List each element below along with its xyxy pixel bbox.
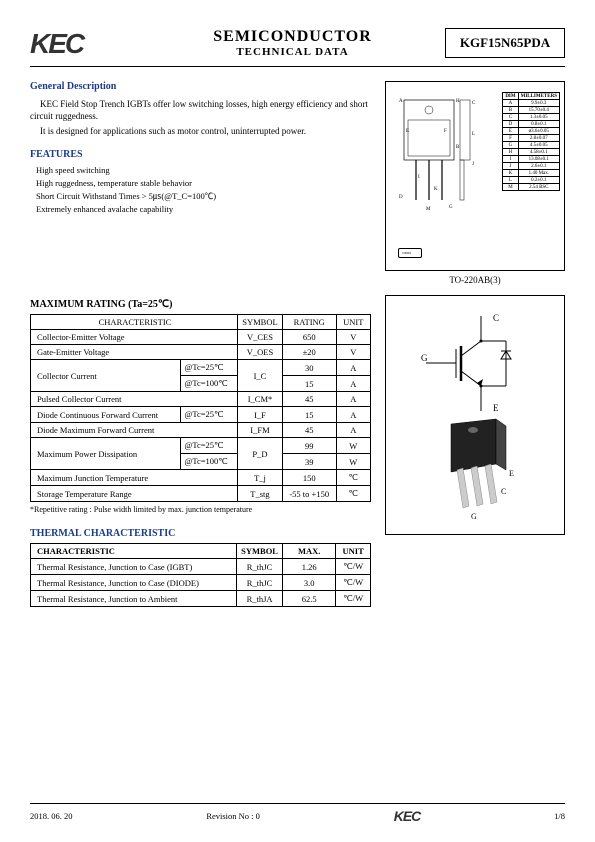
page-footer: 2018. 06. 20 Revision No : 0 KEC 1/8 <box>30 803 565 824</box>
svg-text:G: G <box>471 512 477 521</box>
features-heading: FEATURES <box>30 149 371 160</box>
general-p2: It is designed for applications such as … <box>30 125 371 137</box>
title-main: SEMICONDUCTOR <box>140 28 445 46</box>
footer-logo: KEC <box>394 808 421 824</box>
table-row: Gate-Emitter Voltage V_OES ±20 V <box>31 345 371 360</box>
svg-text:B: B <box>456 145 460 150</box>
package-3d-icon: E C G <box>431 414 531 524</box>
table-head: UNIT <box>336 544 371 559</box>
content-row-1: General Description KEC Field Stop Trenc… <box>30 81 565 285</box>
logo-text: KEC <box>30 28 140 60</box>
svg-text:C: C <box>501 487 506 496</box>
footer-date: 2018. 06. 20 <box>30 811 73 821</box>
dim-row: A9.9±0.3 <box>503 100 560 107</box>
content-row-2: MAXIMUM RATING (Ta=25℃) CHARACTERISTIC S… <box>30 285 565 607</box>
table-head: SYMBOL <box>238 315 283 330</box>
svg-text:E: E <box>406 129 409 134</box>
package-outline-icon: A H C E F B L J I K D M G <box>394 90 484 230</box>
schematic-e-label: E <box>493 403 499 413</box>
schematic-icon: C G E <box>421 311 531 421</box>
table-row: Collector Current @Tc=25℃ I_C 30 A <box>31 360 371 376</box>
dim-row: D0.8±0.1 <box>503 121 560 128</box>
thermal-heading: THERMAL CHARACTERISTIC <box>30 528 371 539</box>
dim-row: J2.6±0.1 <box>503 163 560 170</box>
svg-text:J: J <box>472 162 474 167</box>
feature-item: High ruggedness, temperature stable beha… <box>36 177 371 190</box>
dim-row: I13.08±0.1 <box>503 156 560 163</box>
dim-row: L0.2±0.1 <box>503 177 560 184</box>
dim-row: C1.3±0.05 <box>503 114 560 121</box>
table-row: Collector-Emitter Voltage V_CES 650 V <box>31 330 371 345</box>
dim-row: H4.58±0.1 <box>503 149 560 156</box>
table-row: Pulsed Collector Current I_CM* 45 A <box>31 392 371 407</box>
feature-item: Extremely enhanced avalache capability <box>36 203 371 216</box>
small-package-icon <box>398 248 422 258</box>
svg-text:I: I <box>418 175 420 180</box>
dim-row: B15.70±0.4 <box>503 107 560 114</box>
svg-text:C: C <box>472 101 476 106</box>
thermal-table: CHARACTERISTIC SYMBOL MAX. UNIT Thermal … <box>30 543 371 607</box>
max-rating-footnote: *Repetitive rating : Pulse width limited… <box>30 505 371 514</box>
description-column: General Description KEC Field Stop Trenc… <box>30 81 371 285</box>
table-row: Thermal Resistance, Junction to Ambient … <box>31 591 371 607</box>
dim-row: Eø3.6±0.05 <box>503 128 560 135</box>
footer-page: 1/8 <box>554 811 565 821</box>
part-number-box: KGF15N65PDA <box>445 28 565 58</box>
table-row: Storage Temperature Range T_stg -55 to +… <box>31 486 371 502</box>
schematic-box: C G E E C G <box>385 295 565 535</box>
dim-row: K1.40 Max. <box>503 170 560 177</box>
package-label: TO-220AB(3) <box>385 275 565 285</box>
table-row: Thermal Resistance, Junction to Case (IG… <box>31 559 371 575</box>
schematic-c-label: C <box>493 313 499 323</box>
table-head: RATING <box>282 315 336 330</box>
svg-text:H: H <box>456 99 460 104</box>
tables-column: MAXIMUM RATING (Ta=25℃) CHARACTERISTIC S… <box>30 285 371 607</box>
svg-text:L: L <box>472 132 475 137</box>
table-row: Maximum Power Dissipation @Tc=25℃ P_D 99… <box>31 438 371 454</box>
max-rating-heading: MAXIMUM RATING (Ta=25℃) <box>30 299 371 310</box>
svg-text:A: A <box>399 99 403 104</box>
max-rating-table: CHARACTERISTIC SYMBOL RATING UNIT Collec… <box>30 314 371 502</box>
table-head: UNIT <box>336 315 370 330</box>
dim-row: M2.54 BSC <box>503 184 560 191</box>
svg-text:G: G <box>449 205 453 210</box>
svg-text:D: D <box>399 195 403 200</box>
table-head: SYMBOL <box>237 544 283 559</box>
general-heading: General Description <box>30 81 371 92</box>
package-column: A H C E F B L J I K D M G DIMMILLIMETERS… <box>385 81 565 285</box>
table-row: Diode Maximum Forward Current I_FM 45 A <box>31 423 371 438</box>
svg-text:M: M <box>426 207 431 212</box>
table-head: CHARACTERISTIC <box>31 544 237 559</box>
table-head: MAX. <box>282 544 335 559</box>
page-header: KEC SEMICONDUCTOR TECHNICAL DATA KGF15N6… <box>30 28 565 67</box>
general-p1: KEC Field Stop Trench IGBTs offer low sw… <box>30 98 371 122</box>
dim-row: G4.5±0.05 <box>503 142 560 149</box>
logo-block: KEC <box>30 28 140 60</box>
schematic-g-label: G <box>421 353 428 363</box>
title-sub: TECHNICAL DATA <box>140 46 445 58</box>
title-block: SEMICONDUCTOR TECHNICAL DATA <box>140 28 445 58</box>
dimension-table: DIMMILLIMETERSA9.9±0.3B15.70±0.4C1.3±0.0… <box>502 92 560 191</box>
package-diagram-box: A H C E F B L J I K D M G DIMMILLIMETERS… <box>385 81 565 271</box>
dim-row: F2.8±0.07 <box>503 135 560 142</box>
dim-row: DIMMILLIMETERS <box>503 93 560 100</box>
table-row: Diode Continuous Forward Current @Tc=25℃… <box>31 407 371 423</box>
feature-item: Short Circuit Withstand Times > 5㎲(@T_C=… <box>36 190 371 203</box>
svg-text:E: E <box>509 469 514 478</box>
table-row: Maximum Junction Temperature T_j 150 ℃ <box>31 470 371 486</box>
table-head: CHARACTERISTIC <box>31 315 238 330</box>
svg-text:K: K <box>434 187 438 192</box>
table-row: Thermal Resistance, Junction to Case (DI… <box>31 575 371 591</box>
feature-item: High speed switching <box>36 164 371 177</box>
footer-revision: Revision No : 0 <box>206 811 260 821</box>
svg-text:F: F <box>444 129 447 134</box>
